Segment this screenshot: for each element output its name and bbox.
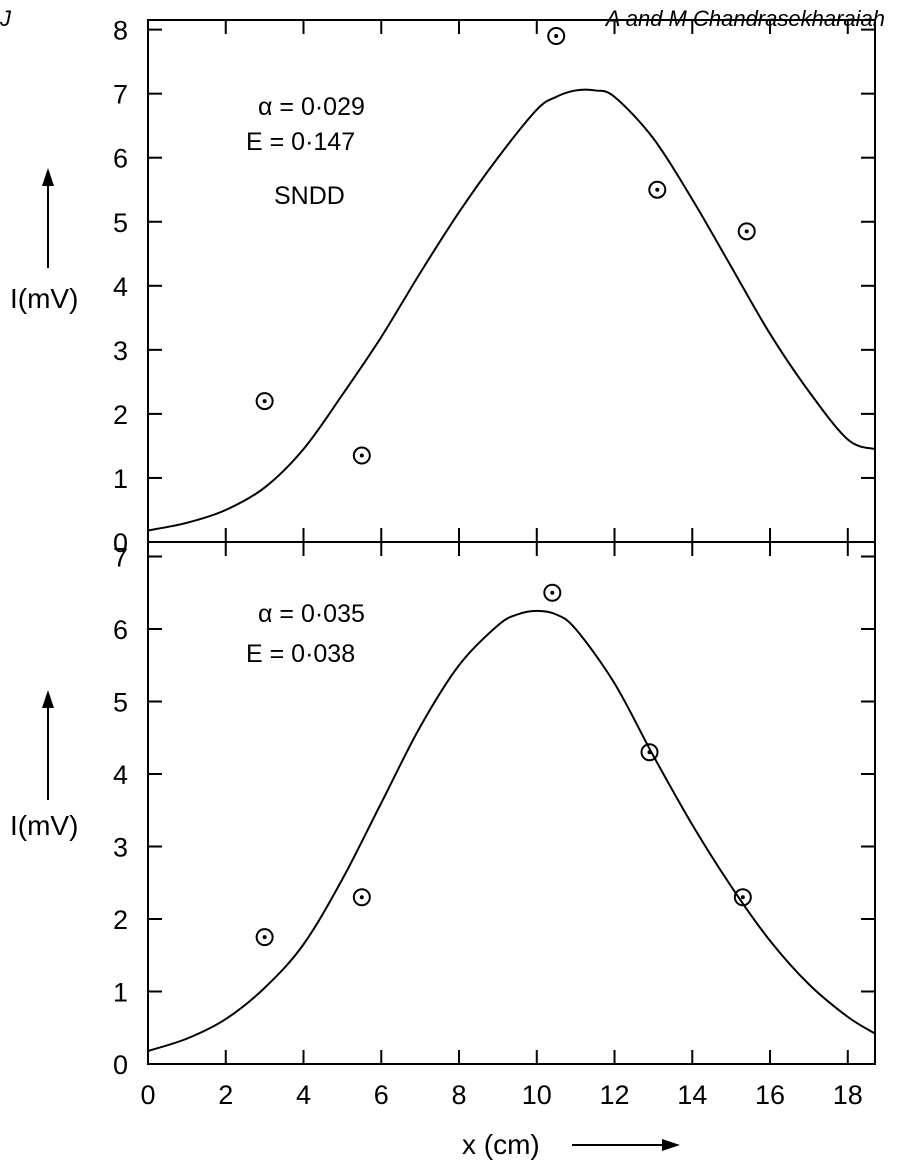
bottom-data-points [255,583,752,947]
y-tick-label: 4 [113,272,128,302]
header-left-text: J [0,6,12,31]
data-point [352,446,371,465]
y-tick-label: 5 [113,208,128,238]
x-axis-label-group: x (cm) [462,1129,680,1160]
y-tick-label: 8 [113,16,128,46]
bottom-y-arrow-head [42,690,54,708]
y-tick-label: 7 [113,543,128,573]
data-point-dot [359,453,364,458]
bottom-alpha-annotation: α = 0·035 [258,600,365,628]
top-alpha-annotation: α = 0·029 [258,93,365,121]
top-e-annotation: E = 0·147 [246,128,355,156]
y-tick-label: 5 [113,688,128,718]
y-tick-label: 7 [113,80,128,110]
data-point-dot [655,187,660,192]
data-point [255,928,274,947]
bottom-plot-frame [147,541,876,1065]
data-point [733,888,752,907]
y-tick-label: 1 [113,464,128,494]
bottom-axis-ticks [147,542,875,1065]
x-tick-label: 14 [677,1080,707,1110]
data-point [737,222,756,241]
data-point-ring [547,27,566,46]
x-tick-label: 10 [522,1080,552,1110]
y-tick-label: 3 [113,833,128,863]
x-tick-label: 4 [296,1080,311,1110]
y-tick-label: 2 [113,905,128,935]
data-point [352,888,371,907]
data-point-ring [255,928,274,947]
x-tick-label: 0 [140,1080,155,1110]
data-point-dot [744,229,749,234]
data-point-ring [352,888,371,907]
top-sndd-annotation: SNDD [274,182,345,210]
y-tick-label: 2 [113,400,128,430]
header-right-text: A and M Chandrasekharaiah [604,6,885,31]
top-y-arrow-head [42,168,54,186]
top-axis-ticks [147,20,875,543]
top-panel: 0 1 2 3 4 5 6 7 8 α = 0·029 E = 0·147 SNDD I(mV) [10,16,876,558]
data-point-dot [550,590,555,595]
bottom-fitted-curve [147,609,876,1052]
top-y-axis-label: I(mV) [10,283,78,314]
data-point [640,743,659,762]
y-tick-label: 0 [113,1050,128,1080]
bottom-x-tick-labels: 0 2 4 6 8 10 12 14 16 18 [140,1080,862,1110]
data-point [648,180,667,199]
x-tick-label: 18 [833,1080,863,1110]
bottom-y-axis-label-group: I(mV) [10,690,78,841]
y-tick-label: 6 [113,615,128,645]
y-tick-label: 1 [113,978,128,1008]
y-tick-label: 0 [113,528,128,558]
y-tick-label: 4 [113,760,128,790]
top-y-axis-label-group: I(mV) [10,168,78,314]
page-header: J A and M Chandrasekharaiah [0,6,885,31]
x-tick-label: 16 [755,1080,785,1110]
data-point-ring [648,180,667,199]
data-point-dot [359,895,364,900]
y-tick-label: 3 [113,336,128,366]
data-point-dot [554,34,559,39]
bottom-y-tick-labels: 0 1 2 3 4 5 6 7 [113,543,128,1081]
data-point [547,27,566,46]
x-axis-label: x (cm) [462,1129,540,1160]
x-tick-label: 8 [452,1080,467,1110]
data-point-ring [733,888,752,907]
data-point [255,392,274,411]
top-y-tick-labels: 0 1 2 3 4 5 6 7 8 [113,16,128,558]
data-point-ring [737,222,756,241]
data-point [543,583,562,602]
bottom-y-axis-label: I(mV) [10,810,78,841]
data-point-dot [262,399,267,404]
data-point-dot [647,750,652,755]
data-point-ring [543,583,562,602]
data-point-ring [352,446,371,465]
y-tick-label: 6 [113,144,128,174]
top-fitted-curve [147,88,876,532]
data-point-dot [740,895,745,900]
top-data-points [255,27,756,465]
bottom-e-annotation: E = 0·038 [246,640,355,668]
x-tick-label: 6 [374,1080,389,1110]
x-arrow-head [662,1139,680,1151]
x-tick-label: 2 [218,1080,233,1110]
data-point-ring [255,392,274,411]
data-point-dot [262,935,267,940]
data-point-ring [640,743,659,762]
x-tick-label: 12 [600,1080,630,1110]
